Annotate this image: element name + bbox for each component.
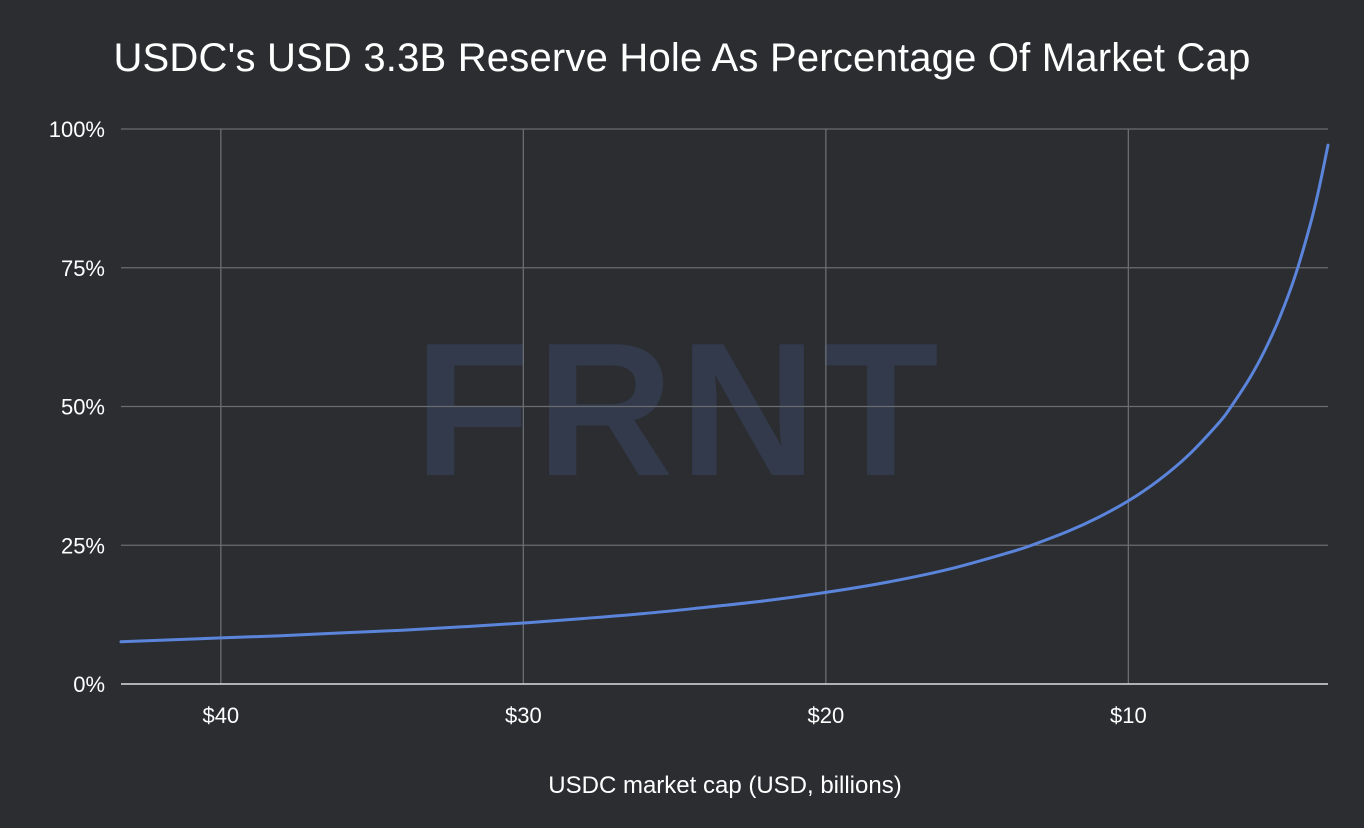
y-tick-label: 50% (61, 395, 105, 420)
y-tick-label: 100% (49, 117, 105, 142)
watermark: FRNT (414, 304, 945, 516)
series-line (119, 143, 1330, 644)
y-tick-label: 75% (61, 256, 105, 281)
x-tick-label: $10 (1110, 703, 1147, 728)
axes: 0% 25% 50% 75% 100% $40 $30 $20 $10 (49, 117, 1328, 728)
x-tick-label: $40 (202, 703, 239, 728)
y-tick-label: 0% (73, 672, 105, 697)
x-axis-label: USDC market cap (USD, billions) (548, 772, 902, 799)
chart-title: USDC's USD 3.3B Reserve Hole As Percenta… (113, 36, 1251, 80)
x-tick-label: $30 (505, 703, 542, 728)
grid (121, 128, 1328, 685)
watermark-text: FRNT (414, 304, 945, 516)
series (119, 143, 1330, 644)
y-tick-label: 25% (61, 533, 105, 558)
x-tick-label: $20 (807, 703, 844, 728)
